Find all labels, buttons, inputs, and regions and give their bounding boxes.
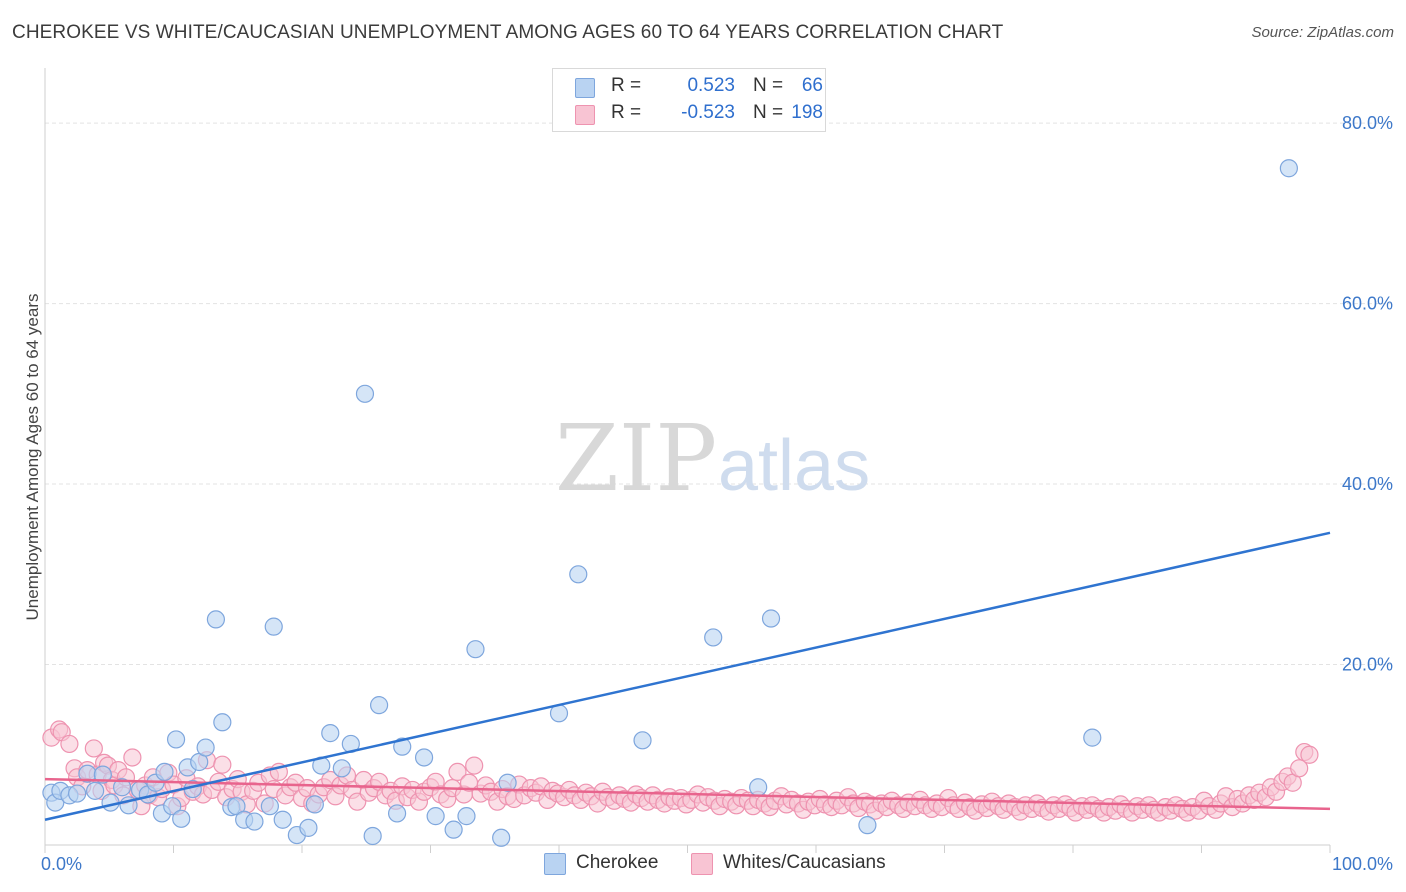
trend-line-cherokee <box>44 531 1331 821</box>
data-point-cherokee <box>457 807 476 826</box>
data-point-cherokee <box>196 738 215 757</box>
data-point-whites <box>60 734 79 754</box>
data-point-cherokee <box>466 640 485 659</box>
data-point-cherokee <box>93 765 112 784</box>
tick-labels: 20.0% 40.0% 60.0% 80.0% 0.0% 100.0% <box>41 113 1393 874</box>
y-tick-label: 40.0% <box>1342 474 1393 494</box>
data-point-cherokee <box>1279 159 1298 178</box>
legend-r-label: R = <box>611 75 642 96</box>
data-point-cherokee <box>68 784 87 803</box>
legend-swatch-cherokee <box>575 78 595 98</box>
bottom-legend-swatch-cherokee <box>544 853 566 875</box>
data-point-whites <box>213 755 232 774</box>
data-point-cherokee <box>112 778 132 797</box>
data-point-cherokee <box>492 828 511 847</box>
data-point-cherokee <box>569 565 588 584</box>
data-point-cherokee <box>206 610 226 629</box>
bottom-legend-label-whites: Whites/Caucasians <box>723 852 886 873</box>
source-credit: Source: ZipAtlas.com <box>1251 24 1394 41</box>
data-point-whites <box>465 756 484 775</box>
data-point-cherokee <box>245 812 264 831</box>
data-point-whites <box>84 739 103 758</box>
data-point-cherokee <box>166 730 186 749</box>
y-tick-label: 80.0% <box>1342 113 1393 133</box>
watermark: ZIP atlas <box>555 405 870 512</box>
legend-r-label: R = <box>611 102 642 123</box>
data-point-cherokee <box>264 617 283 636</box>
legend-n-label: N = <box>753 75 784 96</box>
data-point-cherokee <box>299 818 318 837</box>
x-tick-label: 100.0% <box>1332 854 1393 874</box>
data-point-cherokee <box>163 797 182 816</box>
data-point-cherokee <box>387 804 407 823</box>
legend-n-value: 66 <box>801 75 823 96</box>
data-point-cherokee <box>370 696 389 715</box>
data-point-cherokee <box>761 609 781 628</box>
data-point-whites <box>123 748 142 767</box>
data-point-cherokee <box>444 820 463 839</box>
data-point-cherokee <box>498 773 517 792</box>
gridlines <box>45 122 1392 666</box>
legend-swatch-whites <box>575 105 595 125</box>
x-tick-label: 0.0% <box>41 854 82 874</box>
data-point-cherokee <box>1083 728 1102 747</box>
legend-r-value: 0.523 <box>687 75 735 96</box>
data-point-cherokee <box>305 795 324 814</box>
data-point-cherokee <box>414 748 434 767</box>
y-tick-label: 60.0% <box>1342 294 1393 314</box>
legend-n-value: 198 <box>791 102 823 123</box>
data-point-cherokee <box>155 762 174 782</box>
legend-n-label: N = <box>753 102 784 123</box>
data-point-cherokee <box>426 807 445 826</box>
data-point-cherokee <box>704 628 723 647</box>
bottom-legend-swatch-whites <box>691 853 713 875</box>
data-point-cherokee <box>227 797 246 816</box>
series-cherokee <box>42 159 1298 847</box>
data-point-cherokee <box>213 713 232 732</box>
trend-line-whites <box>44 777 1331 811</box>
data-point-cherokee <box>393 737 412 756</box>
data-point-cherokee <box>363 826 382 846</box>
data-point-cherokee <box>749 778 768 797</box>
data-point-cherokee <box>260 797 279 816</box>
legend-r-value: -0.523 <box>681 102 735 123</box>
legend: R = 0.523 N = 66 R = -0.523 N = 198 <box>552 68 826 132</box>
data-point-whites <box>1290 759 1309 778</box>
data-point-cherokee <box>86 781 105 800</box>
data-point-cherokee <box>633 731 652 750</box>
data-point-cherokee <box>332 759 351 778</box>
data-point-cherokee <box>321 724 340 743</box>
trend-lines <box>44 531 1331 821</box>
data-point-whites <box>448 762 467 782</box>
y-tick-label: 20.0% <box>1342 655 1393 675</box>
chart-title: CHEROKEE VS WHITE/CAUCASIAN UNEMPLOYMENT… <box>12 22 1004 43</box>
data-point-cherokee <box>355 384 375 403</box>
watermark-atlas: atlas <box>718 426 870 506</box>
data-point-cherokee <box>858 816 877 835</box>
watermark-zip: ZIP <box>555 405 717 512</box>
data-point-cherokee <box>273 810 292 829</box>
bottom-legend-label-cherokee: Cherokee <box>576 852 659 873</box>
data-point-whites <box>1300 745 1319 764</box>
axes <box>44 68 1331 853</box>
data-point-cherokee <box>172 809 191 828</box>
